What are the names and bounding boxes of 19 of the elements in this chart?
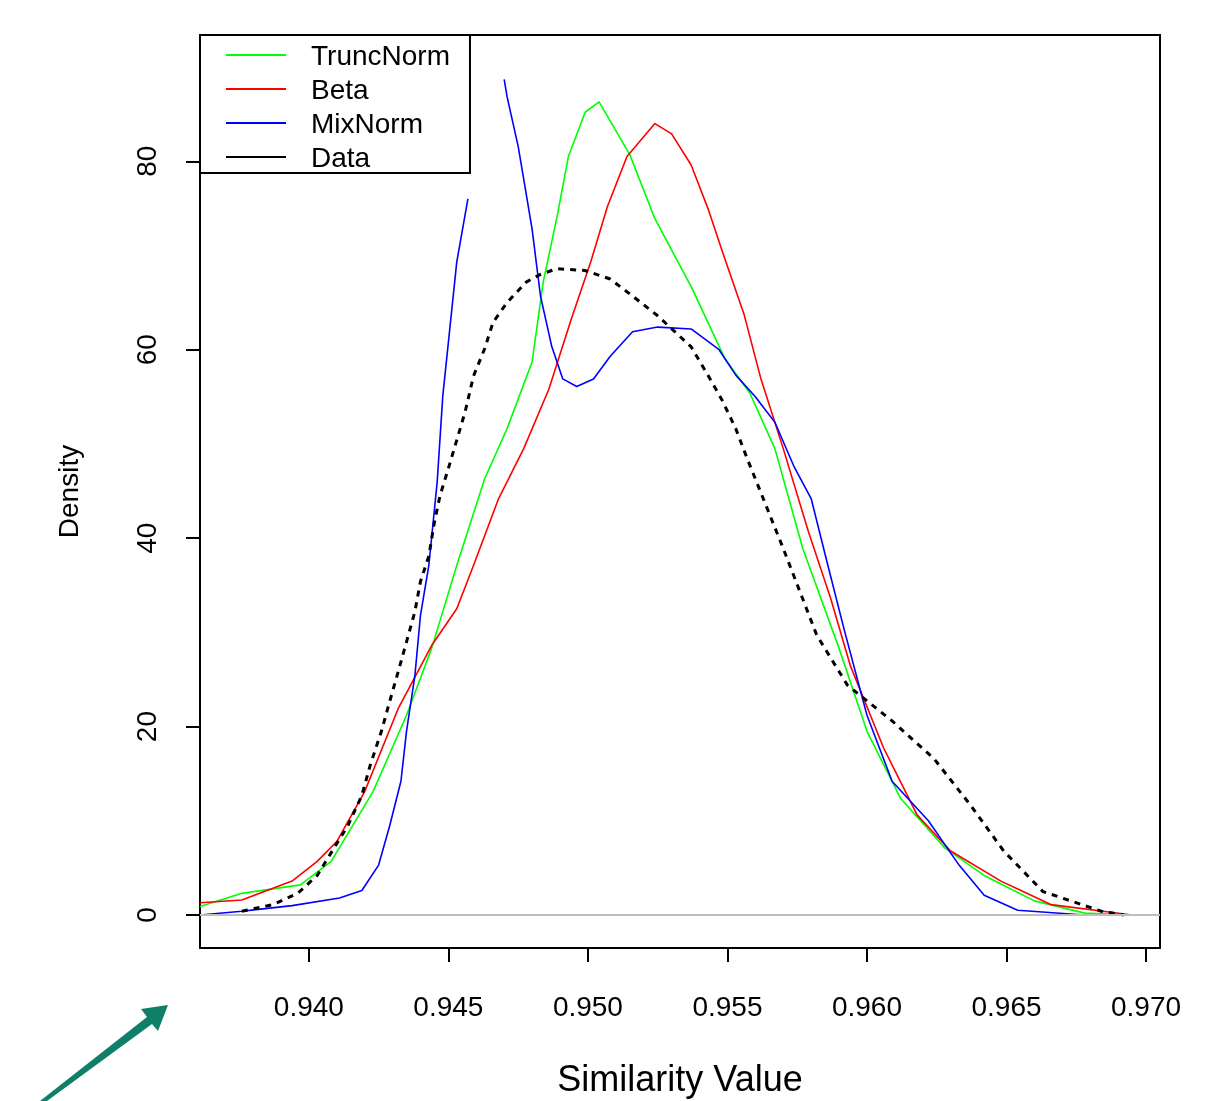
legend-label: Data [311, 141, 371, 173]
y-tick-label: 0 [130, 907, 162, 923]
legend-label: TruncNorm [311, 39, 450, 71]
line-series [240, 267, 1126, 917]
x-tick-label: 0.965 [971, 990, 1042, 1022]
x-tick-label: 0.950 [552, 990, 623, 1022]
x-tick-label: 0.945 [413, 990, 484, 1022]
legend-label: Beta [311, 73, 370, 105]
y-tick-label: 80 [130, 145, 162, 177]
y-axis-title: Density [52, 444, 84, 539]
y-tick-label: 60 [130, 334, 162, 366]
legend-label: MixNorm [311, 107, 423, 139]
y-tick-label: 40 [130, 522, 162, 554]
x-tick-label: 0.940 [273, 990, 344, 1022]
x-tick-label: 0.960 [831, 990, 903, 1022]
x-tick-label: 0.955 [692, 990, 763, 1022]
y-tick-label: 20 [130, 711, 162, 743]
x-tick-label: 0.970 [1111, 990, 1182, 1022]
x-axis-title: Similarity Value [557, 1057, 803, 1099]
